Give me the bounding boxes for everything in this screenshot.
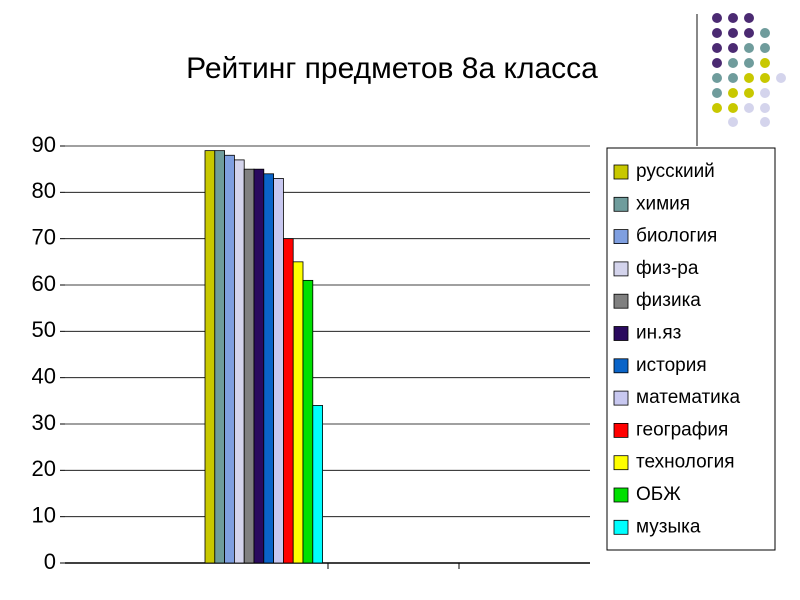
legend-swatch	[613, 358, 629, 374]
legend-swatch	[613, 164, 629, 180]
bar	[273, 178, 284, 564]
legend-swatch	[613, 390, 629, 406]
bar	[214, 150, 226, 564]
y-tick-label: 50	[32, 317, 56, 342]
legend-label: история	[636, 355, 707, 376]
y-tick-label: 80	[32, 178, 56, 203]
y-tick-label: 90	[32, 132, 56, 157]
legend-swatch	[613, 293, 629, 309]
legend-label: музыка	[636, 516, 701, 537]
bar	[243, 168, 255, 564]
legend-label: физ-ра	[636, 258, 699, 279]
y-tick-label: 30	[32, 410, 56, 435]
decoration	[696, 13, 786, 146]
legend-label: технология	[636, 452, 734, 473]
bar	[253, 168, 265, 564]
bar	[312, 405, 323, 564]
legend-label: география	[636, 419, 728, 440]
bar	[224, 154, 235, 564]
y-tick-label: 20	[32, 456, 56, 481]
bar	[263, 173, 274, 564]
legend-swatch	[613, 519, 629, 535]
bar	[282, 238, 294, 564]
y-tick-label: 10	[32, 502, 56, 527]
legend-box	[606, 147, 776, 551]
y-tick-label: 70	[32, 224, 56, 249]
bar	[292, 261, 304, 564]
y-tick-label: 60	[32, 271, 56, 296]
y-tick-label: 40	[32, 363, 56, 388]
legend-swatch	[613, 455, 629, 471]
legend-label: математика	[636, 387, 741, 408]
legend-label: биология	[636, 226, 717, 247]
legend-label: ОБЖ	[636, 484, 681, 505]
bar	[204, 150, 216, 564]
legend-label: химия	[636, 193, 690, 214]
legend-swatch	[613, 196, 629, 212]
y-tick-label: 0	[44, 549, 56, 574]
legend-label: русскиий	[636, 161, 715, 182]
legend-swatch	[613, 261, 629, 277]
legend-label: физика	[636, 290, 701, 311]
bar	[302, 279, 314, 564]
legend-swatch	[613, 326, 629, 341]
legend-label: ин.яз	[636, 323, 681, 344]
legend-swatch	[613, 422, 629, 438]
bar	[233, 159, 245, 564]
legend-swatch	[613, 229, 629, 245]
chart-title: Рейтинг предметов 8а класса	[186, 52, 598, 85]
legend-swatch	[613, 487, 629, 503]
